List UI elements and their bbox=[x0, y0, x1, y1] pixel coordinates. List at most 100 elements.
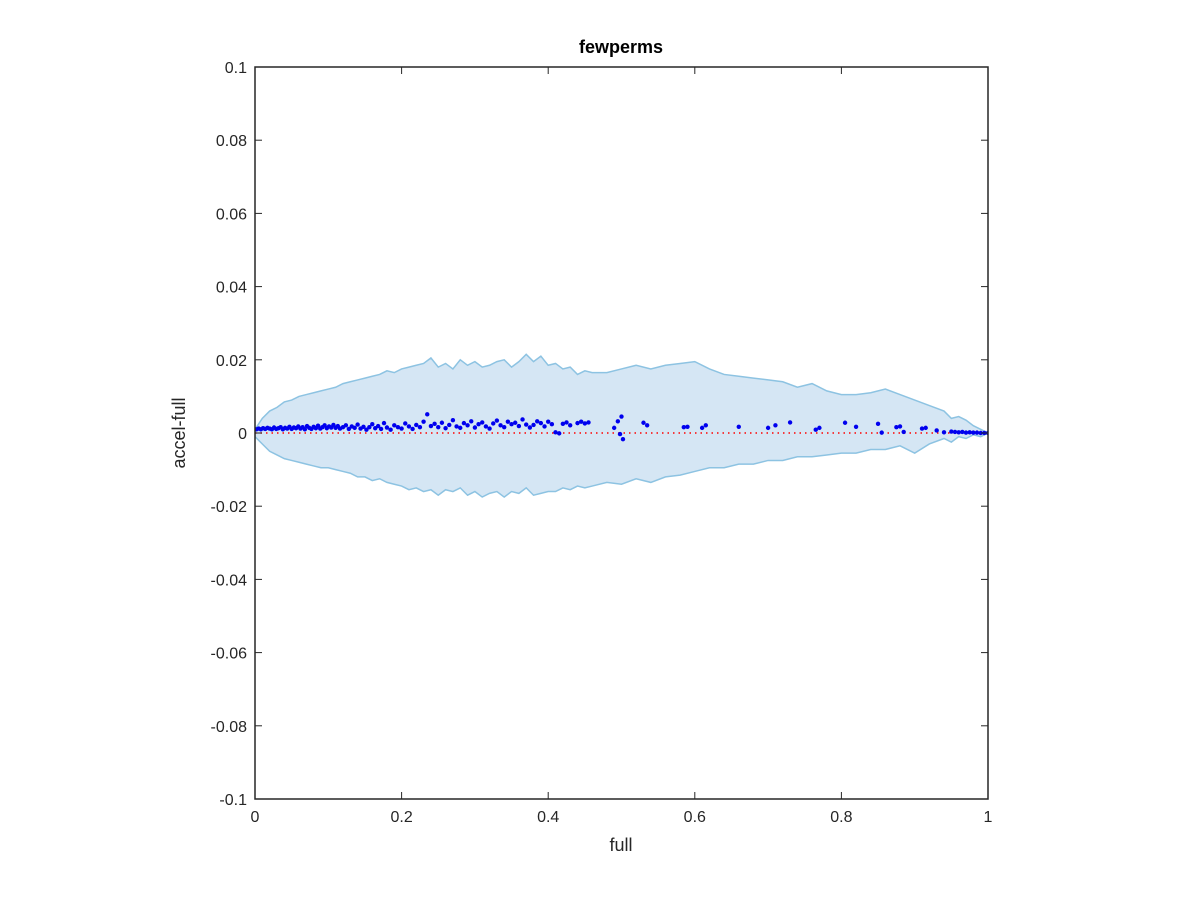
chart-title: fewperms bbox=[579, 37, 663, 57]
data-point bbox=[302, 427, 308, 432]
data-point bbox=[897, 424, 903, 429]
data-point bbox=[974, 430, 980, 435]
data-point bbox=[952, 429, 958, 435]
data-point bbox=[773, 423, 778, 428]
data-point bbox=[461, 420, 467, 426]
x-axis-label: full bbox=[609, 835, 632, 855]
data-point bbox=[556, 431, 562, 436]
data-point bbox=[414, 422, 419, 428]
data-point bbox=[480, 420, 485, 425]
data-point bbox=[538, 420, 544, 426]
data-point bbox=[421, 419, 426, 424]
data-point bbox=[403, 421, 408, 426]
data-point bbox=[949, 429, 954, 434]
y-tick-label: 0 bbox=[238, 426, 247, 443]
data-point bbox=[367, 424, 372, 430]
data-point bbox=[520, 417, 525, 422]
data-point bbox=[439, 420, 445, 425]
data-point bbox=[685, 424, 690, 429]
data-point bbox=[611, 425, 617, 431]
data-point bbox=[346, 426, 352, 432]
data-point bbox=[436, 424, 441, 430]
y-axis-ticks: -0.1 -0.08 -0.06 -0.04 -0.02 0 0.02 0.04 0.06 0.0… bbox=[211, 60, 988, 809]
x-tick-label: 0.8 bbox=[830, 809, 852, 826]
data-point bbox=[923, 425, 928, 431]
data-point bbox=[361, 424, 366, 429]
y-tick-label: 0.08 bbox=[216, 133, 247, 150]
data-point bbox=[410, 426, 415, 432]
data-point bbox=[364, 427, 369, 432]
data-point bbox=[960, 429, 965, 435]
data-point bbox=[934, 428, 939, 433]
data-point bbox=[425, 412, 430, 417]
data-point bbox=[516, 423, 522, 429]
data-point bbox=[549, 422, 555, 427]
data-point bbox=[343, 423, 349, 428]
data-point bbox=[582, 421, 588, 426]
data-point bbox=[491, 421, 496, 426]
data-point bbox=[575, 420, 580, 426]
x-axis-ticks: 0 0.2 0.4 0.6 0.8 1 bbox=[251, 67, 993, 826]
y-tick-label: -0.04 bbox=[211, 572, 248, 589]
data-point bbox=[406, 424, 412, 429]
data-point bbox=[901, 429, 906, 435]
data-point bbox=[447, 422, 452, 428]
data-point bbox=[509, 422, 514, 427]
y-axis-label: accel-full bbox=[169, 397, 189, 468]
data-point bbox=[355, 422, 360, 427]
data-point bbox=[620, 437, 626, 442]
y-tick-label: -0.08 bbox=[211, 719, 248, 736]
data-point bbox=[494, 418, 500, 423]
x-tick-label: 0 bbox=[251, 809, 260, 826]
data-point bbox=[524, 422, 529, 427]
data-point bbox=[472, 425, 478, 430]
data-point bbox=[553, 430, 558, 435]
data-point bbox=[502, 424, 507, 430]
data-point bbox=[963, 430, 969, 435]
data-point bbox=[736, 424, 741, 429]
data-point bbox=[894, 424, 899, 430]
data-point bbox=[560, 421, 566, 427]
data-point bbox=[465, 423, 470, 428]
data-point bbox=[644, 423, 650, 428]
data-point bbox=[842, 420, 848, 425]
data-points bbox=[255, 412, 988, 442]
data-point bbox=[956, 430, 961, 435]
data-point bbox=[853, 424, 859, 429]
data-point bbox=[370, 422, 375, 427]
data-point bbox=[395, 424, 401, 430]
data-point bbox=[498, 423, 503, 428]
data-point bbox=[458, 425, 463, 431]
data-point bbox=[487, 426, 492, 431]
data-point bbox=[681, 424, 686, 430]
data-point bbox=[564, 420, 569, 425]
data-point bbox=[469, 419, 474, 424]
data-point bbox=[787, 420, 793, 425]
y-tick-label: 0.02 bbox=[216, 353, 247, 370]
y-tick-label: -0.02 bbox=[211, 499, 248, 516]
data-point bbox=[617, 431, 623, 437]
data-point bbox=[699, 425, 705, 431]
data-point bbox=[703, 423, 708, 428]
data-point bbox=[875, 421, 881, 427]
data-point bbox=[417, 424, 423, 430]
x-tick-label: 0.6 bbox=[684, 809, 706, 826]
y-tick-label: -0.1 bbox=[219, 792, 247, 809]
data-point bbox=[535, 419, 540, 424]
x-tick-label: 0.4 bbox=[537, 809, 559, 826]
data-point bbox=[967, 430, 972, 435]
data-point bbox=[578, 419, 584, 424]
y-tick-label: 0.06 bbox=[216, 206, 247, 223]
plot-area bbox=[255, 353, 988, 498]
data-point bbox=[454, 424, 459, 429]
data-point bbox=[375, 423, 381, 429]
data-point bbox=[505, 419, 511, 424]
data-point bbox=[531, 422, 536, 428]
data-point bbox=[567, 423, 573, 428]
data-point bbox=[443, 426, 448, 431]
data-point bbox=[546, 419, 551, 424]
y-tick-label: 0.1 bbox=[225, 60, 247, 77]
data-point bbox=[971, 430, 976, 435]
y-tick-label: 0.04 bbox=[216, 280, 247, 297]
